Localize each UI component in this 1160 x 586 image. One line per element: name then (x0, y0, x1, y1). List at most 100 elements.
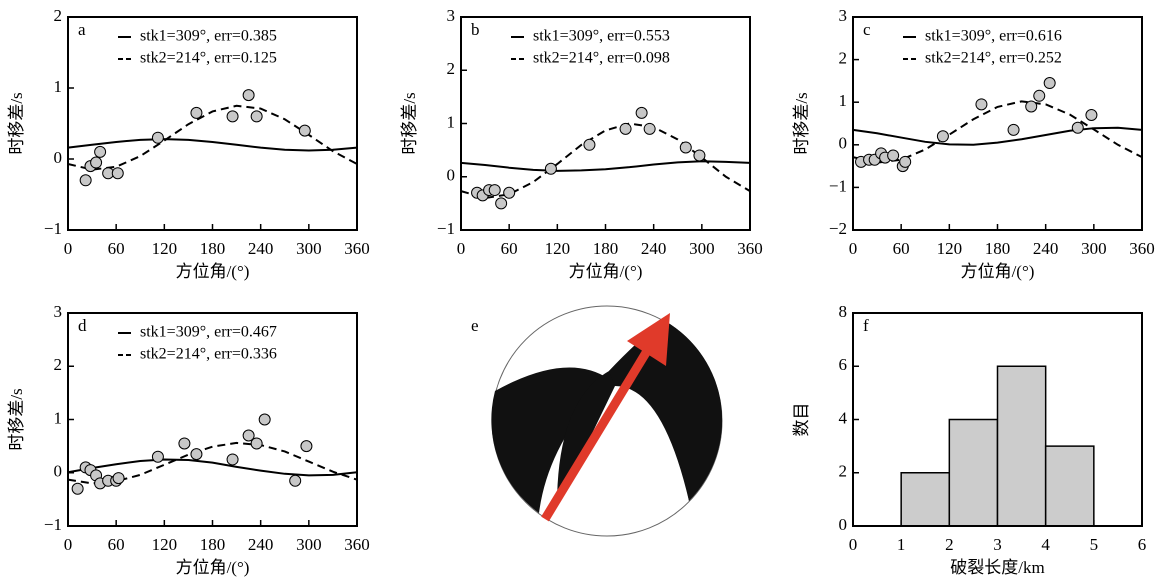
fit-curve-solid (460, 160, 751, 172)
x-tick-label: 4 (1041, 535, 1050, 554)
x-tick-label: 360 (344, 239, 370, 258)
fit-curve-dashed (67, 104, 358, 171)
y-tick-label: 0 (54, 148, 63, 167)
x-tick-label: 60 (893, 239, 910, 258)
legend-entry: stk1=309°, err=0.553 (533, 28, 670, 45)
data-point (250, 437, 263, 450)
y-tick-label: 2 (54, 355, 63, 374)
data-point (226, 110, 239, 123)
x-tick-label: 120 (545, 239, 571, 258)
x-tick-label: 360 (1129, 239, 1155, 258)
data-point (899, 155, 912, 168)
data-point (1025, 100, 1038, 113)
fit-curve-solid (67, 458, 358, 477)
plot-frame (67, 16, 358, 231)
y-tick-label: 2 (447, 59, 456, 78)
data-point (887, 149, 900, 162)
data-point (298, 124, 311, 137)
y-tick-label: 8 (839, 302, 848, 321)
data-point (71, 482, 84, 495)
y-tick-label: 1 (54, 408, 63, 427)
data-point (90, 156, 103, 169)
x-tick-label: 240 (248, 239, 274, 258)
y-tick-label: 3 (839, 6, 848, 25)
beachball (491, 305, 723, 537)
x-tick-label: 300 (296, 239, 322, 258)
x-tick-label: 360 (737, 239, 763, 258)
x-tick-label: 60 (108, 239, 125, 258)
legend-entry: stk1=309°, err=0.385 (140, 28, 277, 45)
data-point (178, 437, 191, 450)
legend-entry: stk2=214°, err=0.336 (140, 346, 277, 363)
panel-label: a (78, 20, 86, 39)
panel-label: e (471, 316, 479, 335)
x-tick-label: 0 (64, 239, 73, 258)
x-tick-label: 240 (1033, 239, 1059, 258)
legend-entry: stk1=309°, err=0.467 (140, 324, 277, 341)
y-tick-label: 2 (839, 462, 848, 481)
data-point (151, 450, 164, 463)
data-point (544, 162, 557, 175)
data-point (242, 89, 255, 102)
data-point (1043, 77, 1056, 90)
data-point (242, 429, 255, 442)
y-tick-label: 1 (54, 77, 63, 96)
x-tick-label: 0 (849, 239, 858, 258)
x-tick-label: 300 (689, 239, 715, 258)
plot-frame (67, 312, 358, 527)
fit-curve-dashed (67, 441, 358, 485)
x-tick-label: 0 (64, 535, 73, 554)
fit-curve-dashed (852, 100, 1143, 164)
x-tick-label: 120 (937, 239, 963, 258)
plot-frame (460, 16, 751, 231)
data-point (250, 110, 263, 123)
x-tick-label: 0 (457, 239, 466, 258)
x-tick-label: 60 (501, 239, 518, 258)
x-axis-label: 方位角/(°) (569, 262, 643, 281)
y-tick-label: 2 (54, 6, 63, 25)
y-axis-label: 时移差/s (792, 92, 811, 154)
data-point (495, 197, 508, 210)
data-point (503, 186, 516, 199)
legend-entry: stk2=214°, err=0.252 (925, 50, 1062, 67)
data-point (1085, 108, 1098, 121)
x-tick-label: 240 (248, 535, 274, 554)
rupture-arrow-head (627, 313, 670, 366)
y-tick-label: −1 (829, 176, 847, 195)
y-tick-label: −2 (829, 219, 847, 238)
data-point (151, 131, 164, 144)
y-tick-label: −1 (44, 515, 62, 534)
legend-entry: stk2=214°, err=0.125 (140, 50, 277, 67)
data-point (1033, 89, 1046, 102)
x-tick-label: 180 (200, 535, 226, 554)
fit-curve-dashed (460, 122, 751, 200)
data-point (94, 145, 107, 158)
y-tick-label: 3 (54, 302, 63, 321)
x-tick-label: 6 (1138, 535, 1147, 554)
x-tick-label: 1 (897, 535, 906, 554)
data-point (975, 98, 988, 111)
y-tick-label: −1 (44, 219, 62, 238)
fit-curve-solid (852, 126, 1143, 146)
data-point (488, 184, 501, 197)
legend-entry: stk1=309°, err=0.616 (925, 28, 1062, 45)
data-point (112, 472, 125, 485)
data-point (643, 122, 656, 135)
x-tick-label: 300 (296, 535, 322, 554)
x-axis-label: 破裂长度/km (950, 558, 1044, 577)
y-axis-label: 时移差/s (400, 92, 419, 154)
y-axis-label: 时移差/s (7, 92, 26, 154)
y-tick-label: 0 (839, 134, 848, 153)
panel-label: d (78, 316, 87, 335)
y-tick-label: 2 (839, 49, 848, 68)
y-tick-label: −1 (437, 219, 455, 238)
panel-label: f (863, 316, 869, 335)
x-axis-label: 方位角/(°) (961, 262, 1035, 281)
data-point (79, 174, 92, 187)
x-tick-label: 60 (108, 535, 125, 554)
y-axis-label: 时移差/s (7, 388, 26, 450)
y-tick-label: 4 (839, 408, 848, 427)
x-tick-label: 180 (985, 239, 1011, 258)
